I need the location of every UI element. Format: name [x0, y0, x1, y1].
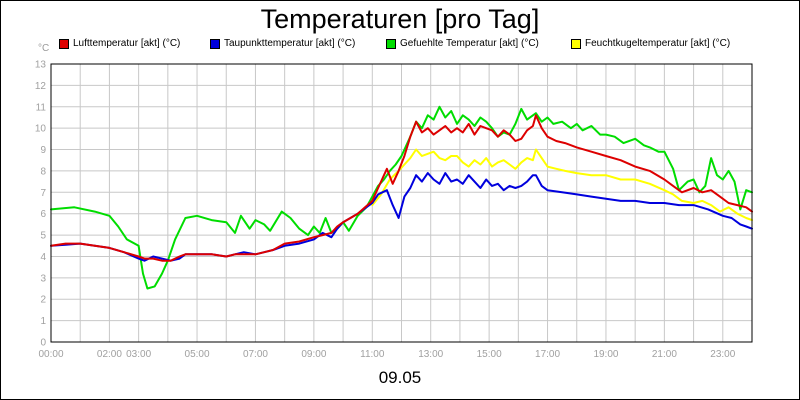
- y-tick-label: 13: [35, 60, 47, 71]
- series-line-lufttemperatur: [50, 114, 753, 262]
- legend-item-lufttemperatur: Lufttemperatur [akt] (°C): [59, 38, 180, 49]
- y-tick-label: 7: [40, 188, 46, 199]
- y-tick-label: 12: [35, 81, 47, 92]
- x-tick-label: 15:00: [477, 349, 502, 360]
- x-tick-label: 17:00: [535, 349, 560, 360]
- y-tick-label: 0: [40, 338, 46, 349]
- y-tick-label: 8: [40, 166, 46, 177]
- x-tick-label: 09:00: [301, 349, 326, 360]
- plot-border: [50, 63, 753, 343]
- x-tick-label: 03:00: [126, 349, 151, 360]
- legend-label-lufttemperatur: Lufttemperatur [akt] (°C): [73, 38, 181, 49]
- y-tick-label: 9: [40, 145, 46, 156]
- date-label: 09.05: [378, 368, 422, 387]
- y-tick-label: 5: [40, 231, 46, 242]
- legend-item-gefuehlte-temperatur: Gefuehlte Temperatur [akt] (°C): [386, 38, 539, 49]
- x-tick-label: 19:00: [593, 349, 618, 360]
- y-tick-label: 3: [40, 273, 46, 284]
- x-tick-label: 00:00: [38, 349, 63, 360]
- legend-swatch-gefuehlte-temperatur: [386, 38, 396, 49]
- legend-swatch-feuchtkugeltemperatur: [571, 38, 581, 49]
- y-tick-label: 1: [40, 316, 46, 327]
- legend-swatch-lufttemperatur: [59, 38, 69, 49]
- legend-swatch-taupunkttemperatur: [210, 38, 220, 49]
- x-tick-label: 05:00: [185, 349, 210, 360]
- y-axis-unit: °C: [38, 43, 50, 54]
- x-tick-label: 11:00: [360, 349, 385, 360]
- y-tick-label: 4: [40, 252, 46, 263]
- y-tick-label: 10: [35, 124, 47, 135]
- x-tick-label: 07:00: [243, 349, 268, 360]
- y-tick-label: 2: [40, 295, 46, 306]
- y-tick-label: 11: [36, 102, 47, 113]
- x-tick-label: 13:00: [418, 349, 443, 360]
- series-line-feuchtkugeltemperatur: [371, 148, 753, 222]
- legend-label-taupunkttemperatur: Taupunkttemperatur [akt] (°C): [224, 38, 356, 49]
- legend-item-taupunkttemperatur: Taupunkttemperatur [akt] (°C): [210, 38, 355, 49]
- chart-title: Temperaturen [pro Tag]: [260, 4, 540, 34]
- series-line-gefuehlte: [50, 105, 753, 290]
- x-tick-label: 21:00: [652, 349, 677, 360]
- legend-label-feuchtkugeltemperatur: Feuchtkugeltemperatur [akt] (°C): [585, 38, 731, 49]
- x-tick-label: 23:00: [710, 349, 735, 360]
- legend-item-feuchtkugeltemperatur: Feuchtkugeltemperatur [akt] (°C): [571, 38, 730, 49]
- chart-legend: Lufttemperatur [akt] (°C) Taupunkttemper…: [1, 38, 799, 54]
- y-tick-label: 6: [40, 209, 46, 220]
- legend-label-gefuehlte-temperatur: Gefuehlte Temperatur [akt] (°C): [400, 38, 539, 49]
- x-tick-label: 02:00: [97, 349, 122, 360]
